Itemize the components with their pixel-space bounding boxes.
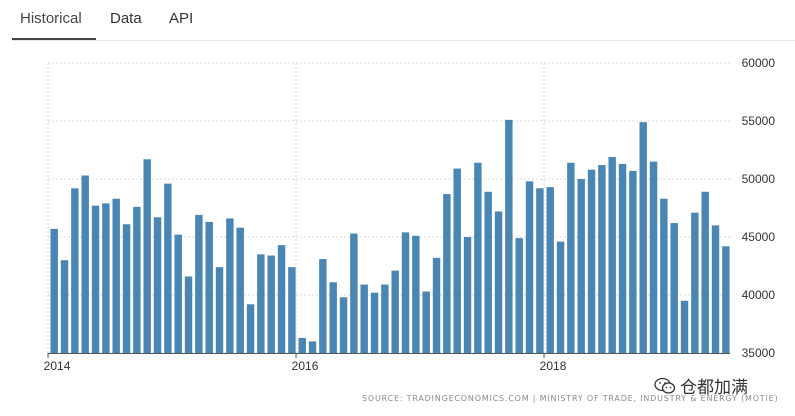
source-caption: SOURCE: TRADINGECONOMICS.COM | MINISTRY … xyxy=(362,394,779,403)
bar xyxy=(680,300,689,353)
bar xyxy=(298,337,306,353)
bar xyxy=(401,232,410,353)
bar xyxy=(339,297,348,353)
bar xyxy=(587,169,596,353)
bar xyxy=(691,212,699,353)
y-tick-label: 35000 xyxy=(742,346,776,360)
bar xyxy=(577,179,585,353)
bar xyxy=(515,238,523,353)
bar xyxy=(122,224,131,353)
bar xyxy=(277,245,286,353)
bar xyxy=(598,165,606,353)
bar xyxy=(174,234,182,353)
bar xyxy=(432,257,441,353)
bar xyxy=(164,183,172,353)
bar xyxy=(660,198,668,353)
y-tick-label: 60000 xyxy=(742,56,776,70)
bar xyxy=(494,211,503,353)
bar xyxy=(567,162,575,353)
tab-api[interactable]: API xyxy=(169,10,194,27)
y-tick-label: 50000 xyxy=(742,172,776,186)
bar xyxy=(91,205,100,353)
bar xyxy=(102,203,110,353)
bar xyxy=(701,191,709,353)
bar xyxy=(639,122,647,353)
y-tick-label: 45000 xyxy=(742,230,776,244)
bar xyxy=(236,227,244,353)
bar xyxy=(71,188,79,353)
bar xyxy=(153,217,162,353)
bar xyxy=(556,241,565,353)
bar xyxy=(608,156,616,353)
bar xyxy=(370,292,379,353)
tab-bar: Historical Data API xyxy=(12,0,795,41)
bar xyxy=(505,119,513,353)
bar xyxy=(629,170,637,353)
watermark-label: 仓都加满 xyxy=(680,378,748,397)
bar xyxy=(205,221,213,353)
bar xyxy=(412,235,420,353)
bar xyxy=(360,284,368,353)
bar xyxy=(319,259,327,353)
bar xyxy=(711,225,720,353)
x-tick-label: 2018 xyxy=(540,359,567,373)
bar xyxy=(484,191,492,353)
bar xyxy=(81,175,89,353)
x-tick-label: 2014 xyxy=(44,359,71,373)
bar xyxy=(60,260,69,353)
wechat-icon xyxy=(654,377,676,395)
bar xyxy=(50,228,58,353)
bar xyxy=(350,233,358,353)
bar xyxy=(267,255,275,353)
bar xyxy=(288,267,296,353)
y-tick-label: 40000 xyxy=(742,288,776,302)
bar xyxy=(112,198,120,353)
bar xyxy=(257,254,265,353)
bar xyxy=(308,341,317,353)
y-tick-label: 55000 xyxy=(742,114,776,128)
bar xyxy=(536,188,544,353)
bar xyxy=(184,276,193,353)
x-tick-label: 2016 xyxy=(292,359,319,373)
bar xyxy=(195,214,203,353)
tab-historical[interactable]: Historical xyxy=(20,10,82,27)
bar xyxy=(670,223,678,353)
bar xyxy=(226,218,234,353)
bar xyxy=(722,246,730,353)
bar xyxy=(618,163,627,353)
bar xyxy=(443,194,451,353)
bar xyxy=(649,161,658,353)
tab-data[interactable]: Data xyxy=(110,10,142,27)
bar xyxy=(422,291,430,353)
bar xyxy=(215,267,224,353)
bar xyxy=(246,304,255,353)
bar xyxy=(453,168,461,353)
active-tab-indicator xyxy=(12,38,96,40)
bar xyxy=(381,284,389,353)
bar xyxy=(329,282,337,353)
bar xyxy=(143,159,151,353)
bar xyxy=(133,206,141,353)
watermark: 仓都加满 xyxy=(654,373,748,398)
bar xyxy=(391,270,399,353)
bar xyxy=(525,181,534,353)
bar xyxy=(546,187,554,353)
bar xyxy=(474,162,482,353)
bar xyxy=(463,237,472,353)
